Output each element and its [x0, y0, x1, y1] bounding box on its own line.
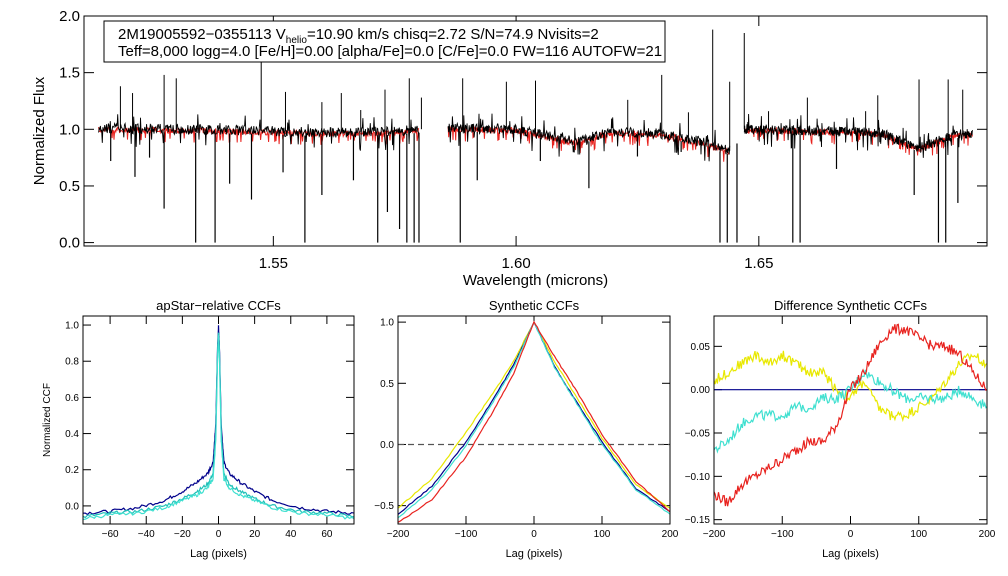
y-tick-label: 0.4 — [65, 429, 79, 440]
series-line-red — [398, 320, 670, 523]
x-tick-label: 100 — [910, 529, 927, 540]
y-tick-label: −0.10 — [685, 472, 711, 483]
x-tick-label: 1.65 — [744, 255, 773, 272]
series-line-cyan — [398, 320, 670, 519]
x-tick-label: −100 — [771, 529, 794, 540]
x-tick-label: −200 — [387, 529, 410, 540]
annotation-subscript: helio — [286, 35, 308, 46]
y-tick-label: 1.0 — [65, 321, 79, 332]
x-tick-label: 1.60 — [501, 255, 530, 272]
x-tick-label: −40 — [138, 529, 155, 540]
x-tick-label: 20 — [249, 529, 261, 540]
annotation-prefix: 2M19005592−0355113 V — [118, 26, 286, 43]
x-axis-label: Lag (pixels) — [822, 548, 879, 560]
x-axis-label: Wavelength (microns) — [463, 272, 608, 289]
annotation-suffix: =10.90 km/s chisq=2.72 S/N=74.9 Nvisits=… — [307, 26, 599, 43]
ccf-lines — [398, 320, 670, 523]
x-tick-label: 40 — [285, 529, 297, 540]
y-tick-label: 0.05 — [691, 342, 711, 353]
series-line-visit-2 — [83, 332, 354, 519]
plot-frame — [82, 315, 355, 525]
y-tick-label: −0.15 — [685, 515, 711, 526]
plot-frame — [713, 315, 988, 525]
panel-title: apStar−relative CCFs — [156, 298, 281, 313]
y-tick-label: −0.5 — [374, 501, 394, 512]
series-line-red — [714, 323, 987, 507]
y-tick-label: 0.0 — [65, 501, 79, 512]
plot-frame — [397, 315, 671, 525]
observed-spectrum — [447, 113, 731, 162]
apstar-ccf-panel: −60 −40 −20 0 20 40 60 0.0 0.2 0.4 0.6 0.8 1.0 apStar… — [42, 298, 355, 560]
y-tick-label: 1.5 — [59, 65, 80, 82]
y-tick-label: 0.00 — [691, 385, 711, 396]
spectrum-panel: 1.55 1.60 1.65 0.0 0.5 1.0 1.5 2.0 2M19005592−03… — [31, 8, 988, 289]
y-tick-label: 0.0 — [59, 235, 80, 252]
series-line-navy — [398, 320, 670, 515]
observed-spectrum — [743, 113, 973, 158]
annotation-box — [103, 20, 666, 63]
y-tick-label: 1.0 — [59, 121, 80, 138]
x-tick-label: −100 — [455, 529, 478, 540]
y-tick-label: 1.0 — [380, 318, 394, 329]
y-tick-label: 0.6 — [65, 393, 79, 404]
synthetic-ccf-panel: −200 −100 0 100 200 −0.5 0.0 0.5 1.0 Synthetic CC… — [374, 298, 679, 560]
observed-spectrum — [98, 114, 420, 151]
x-tick-label: −20 — [174, 529, 191, 540]
y-axis-label: Normalized Flux — [31, 76, 48, 185]
annotation-line1: 2M19005592−0355113 Vhelio=10.90 km/s chi… — [118, 26, 599, 46]
y-tick-label: 0.5 — [380, 379, 394, 390]
y-tick-label: 0.2 — [65, 465, 79, 476]
ccf-lines — [83, 325, 354, 521]
series-line-visit-3 — [83, 334, 354, 521]
x-tick-label: 0 — [531, 529, 537, 540]
ccf-lines — [714, 323, 987, 507]
series-line-yellow — [714, 350, 987, 423]
x-tick-label: 0 — [216, 529, 222, 540]
panel-title: Synthetic CCFs — [489, 298, 580, 313]
x-axis-label: Lag (pixels) — [506, 548, 563, 560]
plot-frame — [83, 15, 988, 247]
spectrum-lines — [98, 29, 973, 243]
x-tick-label: 200 — [979, 529, 996, 540]
y-tick-label: 0.8 — [65, 357, 79, 368]
x-tick-label: 200 — [662, 529, 679, 540]
x-tick-label: 60 — [321, 529, 333, 540]
x-axis-label: Lag (pixels) — [190, 548, 247, 560]
x-tick-label: 1.55 — [259, 255, 288, 272]
x-tick-label: −60 — [102, 529, 119, 540]
series-line-cyan — [714, 369, 987, 454]
annotation-line2: Teff=8,000 logg=4.0 [Fe/H]=0.00 [alpha/F… — [118, 43, 662, 60]
y-axis-label: Normalized CCF — [42, 383, 53, 457]
x-tick-label: −200 — [703, 529, 726, 540]
y-tick-label: −0.05 — [685, 429, 711, 440]
series-line-visit-1 — [83, 325, 354, 516]
difference-ccf-panel: −200 −100 0 100 200 −0.15 −0.10 −0.05 0.00 0.05 Di… — [685, 298, 996, 560]
x-tick-label: 0 — [848, 529, 854, 540]
panel-title: Difference Synthetic CCFs — [774, 298, 927, 313]
y-tick-label: 0.5 — [59, 178, 80, 195]
x-tick-label: 100 — [594, 529, 611, 540]
y-tick-label: 0.0 — [380, 440, 394, 451]
y-tick-label: 2.0 — [59, 8, 80, 25]
